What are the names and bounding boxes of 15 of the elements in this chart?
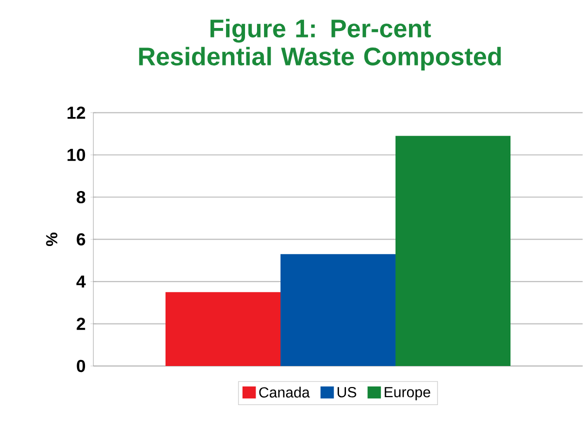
legend-label: Europe	[384, 387, 430, 400]
y-tick-label: 6	[76, 233, 86, 246]
legend-label: US	[338, 387, 356, 398]
bar	[166, 292, 281, 366]
y-tick-label: 10	[68, 148, 86, 162]
y-tick-label: 2	[76, 318, 86, 330]
legend-label: Canada	[259, 386, 310, 398]
chart-title: Figure 1: Per-cent Residential Waste Composted	[139, 18, 501, 70]
y-axis-title: %	[46, 232, 58, 246]
bar	[280, 254, 396, 366]
y-tick-label: 12	[68, 106, 86, 119]
y-tick-label: 4	[76, 276, 86, 288]
y-tick-label: 8	[76, 190, 86, 204]
bar	[396, 136, 510, 366]
y-tick-label: 0	[76, 360, 86, 372]
